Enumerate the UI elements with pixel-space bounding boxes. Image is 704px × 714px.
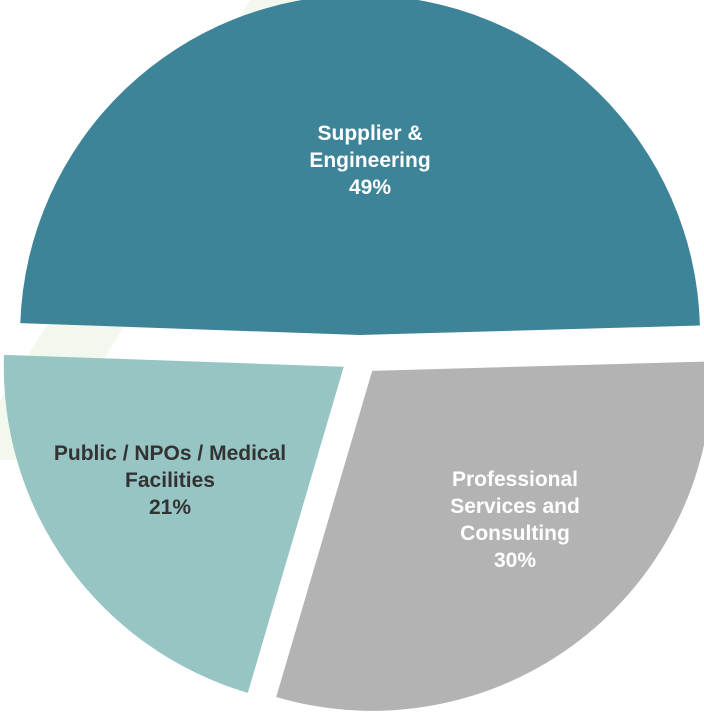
category-label: Supplier & Engineering [309,121,431,172]
category-label: Professional Services and Consulting [450,468,580,545]
slice-label: Public / NPOs / Medical Facilities 21% [40,420,300,540]
slice-label-box: Public / NPOs / Medical Facilities 21% [40,420,300,540]
pie-slice [276,361,704,711]
slice-label: Professional Services and Consulting 30% [415,460,615,580]
pie-slice [20,0,700,335]
value-label: 30% [493,549,537,572]
slice-label-box: Professional Services and Consulting 30% [415,460,615,580]
category-label: Public / NPOs / Medical Facilities [53,441,287,492]
slice-label-box: Supplier & Engineering 49% [270,100,470,220]
value-label: 21% [148,495,192,519]
value-label: 49% [348,175,392,199]
slice-label: Supplier & Engineering 49% [270,100,470,220]
pie-slice [3,354,344,693]
